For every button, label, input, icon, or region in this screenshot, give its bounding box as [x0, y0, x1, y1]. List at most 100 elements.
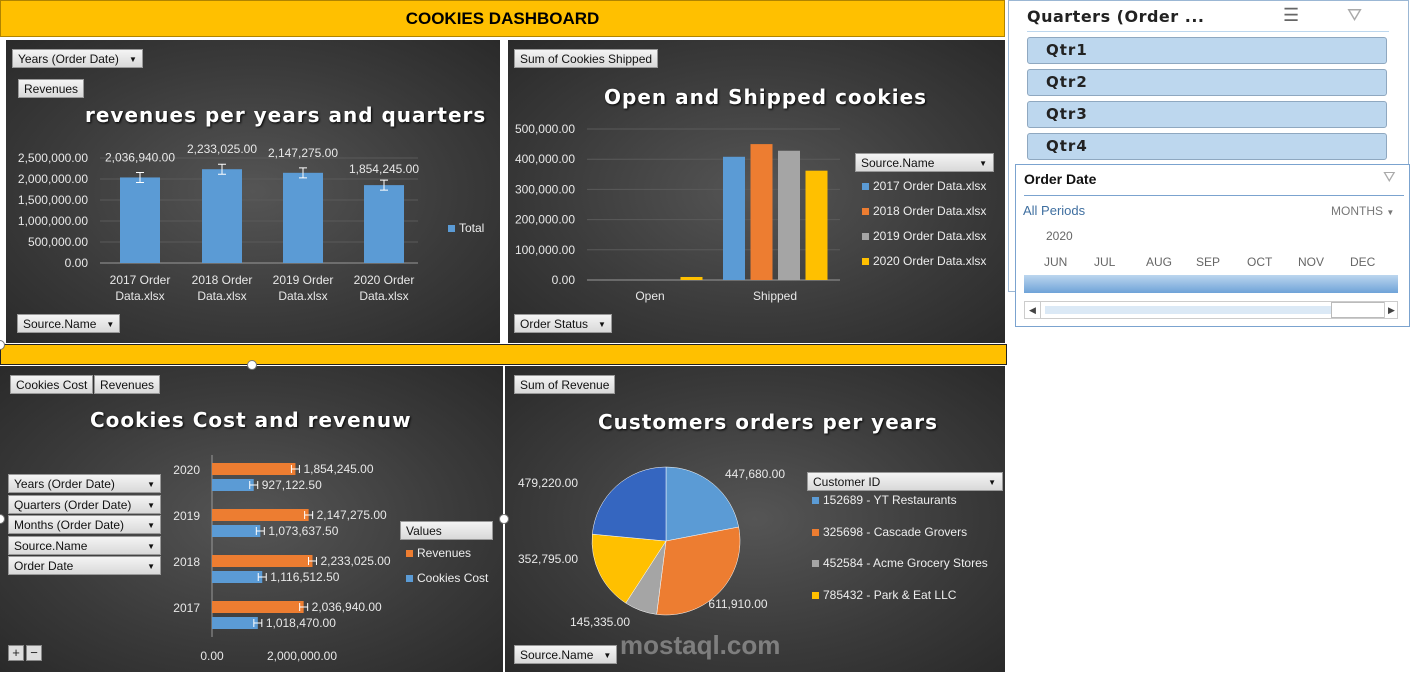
- divider: [1024, 195, 1404, 196]
- filter-label: Years (Order Date): [18, 52, 119, 66]
- slicer-title: Quarters (Order ...: [1027, 7, 1205, 26]
- customer-id-legend-filter[interactable]: Customer ID ▼: [807, 472, 1003, 491]
- slicer-item-qtr1[interactable]: Qtr1: [1027, 37, 1387, 64]
- order-status-filter-button[interactable]: Order Status ▼: [514, 314, 612, 333]
- legend-swatch: [406, 575, 413, 582]
- legend-label: 2020 Order Data.xlsx: [873, 254, 987, 268]
- field-button[interactable]: Months (Order Date) ▼: [8, 515, 161, 534]
- source-name-legend-filter[interactable]: Source.Name ▼: [855, 153, 994, 172]
- month-label[interactable]: JUL: [1094, 255, 1116, 269]
- dropdown-arrow-icon: ▼: [147, 541, 155, 551]
- legend-label: 785432 - Park & Eat LLC: [823, 587, 957, 602]
- expand-button[interactable]: +: [8, 645, 24, 661]
- legend-item: 785432 - Park & Eat LLC: [812, 588, 956, 602]
- legend-label: 452584 - Acme Grocery Stores: [823, 556, 988, 570]
- sum-cookies-shipped-button[interactable]: Sum of Cookies Shipped: [514, 49, 659, 68]
- chart-title: revenues per years and quarters: [85, 103, 487, 127]
- sum-of-revenue-button[interactable]: Sum of Revenue: [514, 375, 616, 394]
- collapse-button[interactable]: −: [26, 645, 42, 661]
- legend-swatch: [862, 233, 869, 240]
- field-label: Quarters (Order Date): [14, 497, 132, 512]
- legend-swatch: [862, 208, 869, 215]
- legend-swatch: [812, 497, 819, 504]
- legend-label: Revenues: [417, 546, 472, 560]
- customers-chart-panel[interactable]: [505, 366, 1005, 672]
- scroll-left-icon[interactable]: ◀: [1025, 302, 1041, 318]
- field-button[interactable]: Source.Name ▼: [8, 535, 161, 555]
- field-label: Order Date: [14, 559, 74, 573]
- multi-select-icon[interactable]: ☰: [1283, 5, 1300, 25]
- legend-item: 452584 - Acme Grocery Stores: [812, 556, 988, 570]
- revenues-value-button[interactable]: Revenues: [18, 79, 85, 98]
- dashboard-title: COOKIES DASHBOARD: [0, 0, 1005, 37]
- slicer-item-qtr3[interactable]: Qtr3: [1027, 101, 1387, 128]
- field-button[interactable]: Years (Order Date) ▼: [8, 474, 161, 493]
- values-legend-header: Values: [400, 521, 493, 540]
- legend-item: 2019 Order Data.xlsx: [862, 229, 986, 243]
- month-label[interactable]: OCT: [1247, 255, 1273, 269]
- legend-label: 152689 - YT Restaurants: [823, 493, 957, 507]
- slicer-item-qtr2[interactable]: Qtr2: [1027, 69, 1387, 96]
- source-name-filter-button[interactable]: Source.Name ▼: [17, 314, 121, 333]
- divider-bar: [0, 344, 1007, 365]
- dropdown-arrow-icon: ▼: [147, 562, 155, 571]
- month-label[interactable]: SEP: [1196, 255, 1221, 269]
- dropdown-arrow-icon: ▼: [979, 159, 987, 168]
- month-label[interactable]: DEC: [1350, 255, 1376, 269]
- resize-handle[interactable]: [247, 360, 257, 370]
- field-label: Months (Order Date): [14, 518, 125, 532]
- legend-swatch: [812, 528, 819, 536]
- legend-label: Total: [459, 221, 485, 235]
- revenues-value-button[interactable]: Revenues: [94, 375, 161, 394]
- cookies-cost-value-button[interactable]: Cookies Cost: [10, 375, 94, 394]
- watermark: mostaql.com: [620, 630, 781, 660]
- legend-item: 2017 Order Data.xlsx: [862, 179, 986, 193]
- legend-swatch: [862, 183, 869, 190]
- filter-label: Customer ID: [813, 475, 881, 489]
- field-button[interactable]: Quarters (Order Date) ▼: [8, 494, 161, 514]
- filter-label: Order Status: [520, 317, 589, 331]
- dropdown-arrow-icon: ▼: [128, 55, 137, 65]
- order-date-timeline[interactable]: Order Date ⛛ All Periods MONTHS ▼ 2020 J…: [1015, 164, 1410, 327]
- filter-label: Source.Name: [23, 317, 97, 331]
- clear-filter-icon[interactable]: ⛛: [1347, 5, 1363, 25]
- source-name-filter-button[interactable]: Source.Name ▼: [514, 645, 618, 664]
- legend-swatch: [812, 591, 819, 599]
- legend-swatch: [406, 550, 413, 557]
- chart-title: Open and Shipped cookies: [604, 85, 928, 109]
- all-periods-label: All Periods: [1023, 203, 1086, 218]
- dropdown-arrow-icon: ▼: [106, 320, 115, 330]
- divider: [1027, 31, 1389, 32]
- timeline-scrollbar[interactable]: ◀ ▶: [1024, 301, 1398, 319]
- revenue-chart-panel[interactable]: [6, 40, 500, 343]
- field-label: Source.Name: [14, 538, 88, 553]
- legend-label: 2018 Order Data.xlsx: [873, 204, 987, 218]
- legend-swatch: [812, 560, 819, 567]
- scroll-thumb[interactable]: [1331, 302, 1385, 318]
- dropdown-arrow-icon: ▼: [1386, 208, 1395, 217]
- scroll-right-icon[interactable]: ▶: [1384, 302, 1398, 318]
- resize-handle[interactable]: [499, 514, 509, 524]
- year-label: 2020: [1046, 229, 1073, 243]
- filter-label: Source.Name: [861, 156, 935, 170]
- dropdown-arrow-icon: ▼: [603, 651, 612, 661]
- time-level-dropdown[interactable]: MONTHS ▼: [1331, 204, 1394, 218]
- field-button[interactable]: Order Date ▼: [8, 556, 161, 575]
- chart-title: Cookies Cost and revenuw: [90, 408, 412, 432]
- legend-item: 2018 Order Data.xlsx: [862, 204, 986, 218]
- slicer-item-qtr4[interactable]: Qtr4: [1027, 133, 1387, 160]
- timeline-selection-bar[interactable]: [1024, 275, 1398, 293]
- legend-label: 2017 Order Data.xlsx: [873, 179, 987, 193]
- dropdown-arrow-icon: ▼: [147, 500, 155, 510]
- month-label[interactable]: JUN: [1044, 255, 1068, 269]
- scroll-track: [1045, 306, 1335, 314]
- legend-item-cookies-cost: Cookies Cost: [406, 571, 488, 585]
- month-label[interactable]: NOV: [1298, 255, 1325, 269]
- time-level-label: MONTHS: [1331, 204, 1383, 218]
- dropdown-arrow-icon: ▼: [147, 521, 155, 530]
- month-label[interactable]: AUG: [1146, 255, 1173, 269]
- legend-label: 2019 Order Data.xlsx: [873, 229, 987, 243]
- clear-filter-icon[interactable]: ⛛: [1383, 169, 1396, 186]
- dropdown-arrow-icon: ▼: [147, 480, 155, 489]
- years-filter-button[interactable]: Years (Order Date) ▼: [12, 49, 143, 68]
